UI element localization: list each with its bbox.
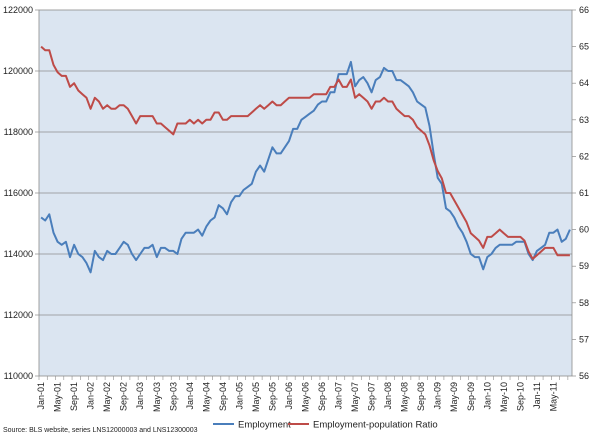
x-tick-label: Sep-04 [218,382,228,411]
x-tick-label: May-08 [400,382,410,412]
y-left-tick-label: 112000 [4,310,33,320]
x-tick-label: Sep-07 [367,382,377,411]
x-tick-label: Jan-04 [185,382,195,410]
x-tick-label: May-02 [102,382,112,412]
legend: Employment Employment-population Ratio [213,420,438,431]
y-right-tick-label: 58 [579,298,589,308]
x-tick-label: Sep-10 [515,382,525,411]
y-right-tick-label: 65 [579,42,589,52]
x-tick-label: Jan-01 [36,382,46,410]
x-tick-label: Sep-01 [69,382,79,411]
x-tick-label: May-05 [251,382,261,412]
y-right-tick-label: 63 [579,115,589,125]
x-tick-label: Sep-08 [416,382,426,411]
x-tick-label: Sep-09 [466,382,476,411]
x-tick-label: Jan-11 [532,382,542,409]
y-left-tick-label: 114000 [4,249,33,259]
x-tick-label: Jan-07 [334,382,344,410]
series-line-employment [40,60,571,274]
y-axis-left: 110000 112000 114000 116000 118000 120000 1220… [3,5,39,381]
y-right-tick-label: 66 [579,5,589,15]
legend-label-employment-population-ratio: Employment-population Ratio [313,420,438,431]
y-right-tick-label: 60 [579,225,589,235]
x-tick-label: May-09 [449,382,459,412]
x-tick-label: Jan-02 [86,382,96,410]
y-right-tick-label: 61 [579,188,589,198]
y-axis-right: 56 57 58 59 60 61 62 63 64 65 66 [572,5,589,381]
legend-label-employment: Employment [238,420,291,431]
x-tick-label: Sep-03 [168,382,178,411]
y-left-tick-label: 116000 [4,188,33,198]
x-tick-label: Sep-02 [119,382,129,411]
y-right-tick-label: 62 [579,151,589,161]
gridlines [39,70,572,316]
series-line-employment-population-ratio [40,45,570,260]
y-right-tick-label: 59 [579,261,589,271]
x-tick-label: May-06 [301,382,311,412]
x-tick-label: Sep-06 [317,382,327,411]
x-axis: Jan-01 May-01 Sep-01 Jan-02 May-02 Sep-02 Jan-… [36,376,569,412]
series-lines [40,45,571,274]
y-left-tick-label: 110000 [4,371,33,381]
y-left-tick-label: 122000 [3,5,33,15]
x-tick-label: Jan-10 [482,382,492,410]
x-tick-label: Sep-05 [267,382,277,411]
x-tick-label: Jan-08 [383,382,393,410]
y-left-tick-label: 120000 [3,66,33,76]
source-note: Source: BLS website, series LNS12000003 … [3,427,198,434]
y-right-tick-label: 57 [579,334,589,344]
x-tick-label: Jan-03 [135,382,145,410]
x-tick-label: May-01 [53,382,63,412]
x-tick-label: May-04 [201,382,211,412]
y-left-tick-label: 118000 [4,127,33,137]
x-tick-label: May-11 [548,382,558,411]
x-tick-label: May-10 [499,382,509,412]
x-tick-label: Jan-05 [234,382,244,410]
x-tick-label: May-07 [350,382,360,412]
x-tick-label: Jan-09 [433,382,443,410]
y-right-tick-label: 56 [579,371,589,381]
x-tick-label: Jan-06 [284,382,294,410]
y-right-tick-label: 64 [579,78,589,88]
x-tick-label: May-03 [152,382,162,412]
